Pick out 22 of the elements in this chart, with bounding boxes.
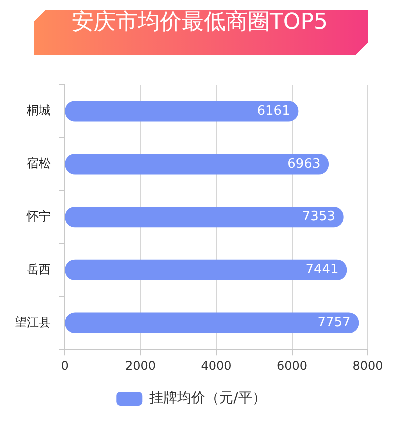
y-tick-label: 桐城 [26,104,51,118]
y-tick-label: 望江县 [15,315,51,330]
bar [65,154,330,175]
x-tick-label: 2000 [125,358,156,373]
chart-title: 安庆市均价最低商圈TOP5 [72,10,328,36]
data-label: 6963 [288,156,321,172]
bar [65,260,348,281]
bar [65,101,299,122]
y-tick-label: 怀宁 [26,209,51,224]
x-tick-label: 8000 [352,358,384,373]
data-label: 7757 [318,316,351,331]
y-tick-label: 宿松 [27,156,51,171]
y-tick-label: 岳西 [27,262,51,276]
x-tick-label: 6000 [276,358,308,373]
bar [65,312,360,334]
data-label: 7353 [302,210,336,225]
legend-label: 挂牌均价（元/平） [150,390,266,407]
x-tick-label: 0 [61,358,69,373]
x-tick-label: 4000 [201,358,232,373]
bar [65,206,344,228]
data-label: 6161 [257,104,290,119]
data-label: 7441 [306,262,339,278]
